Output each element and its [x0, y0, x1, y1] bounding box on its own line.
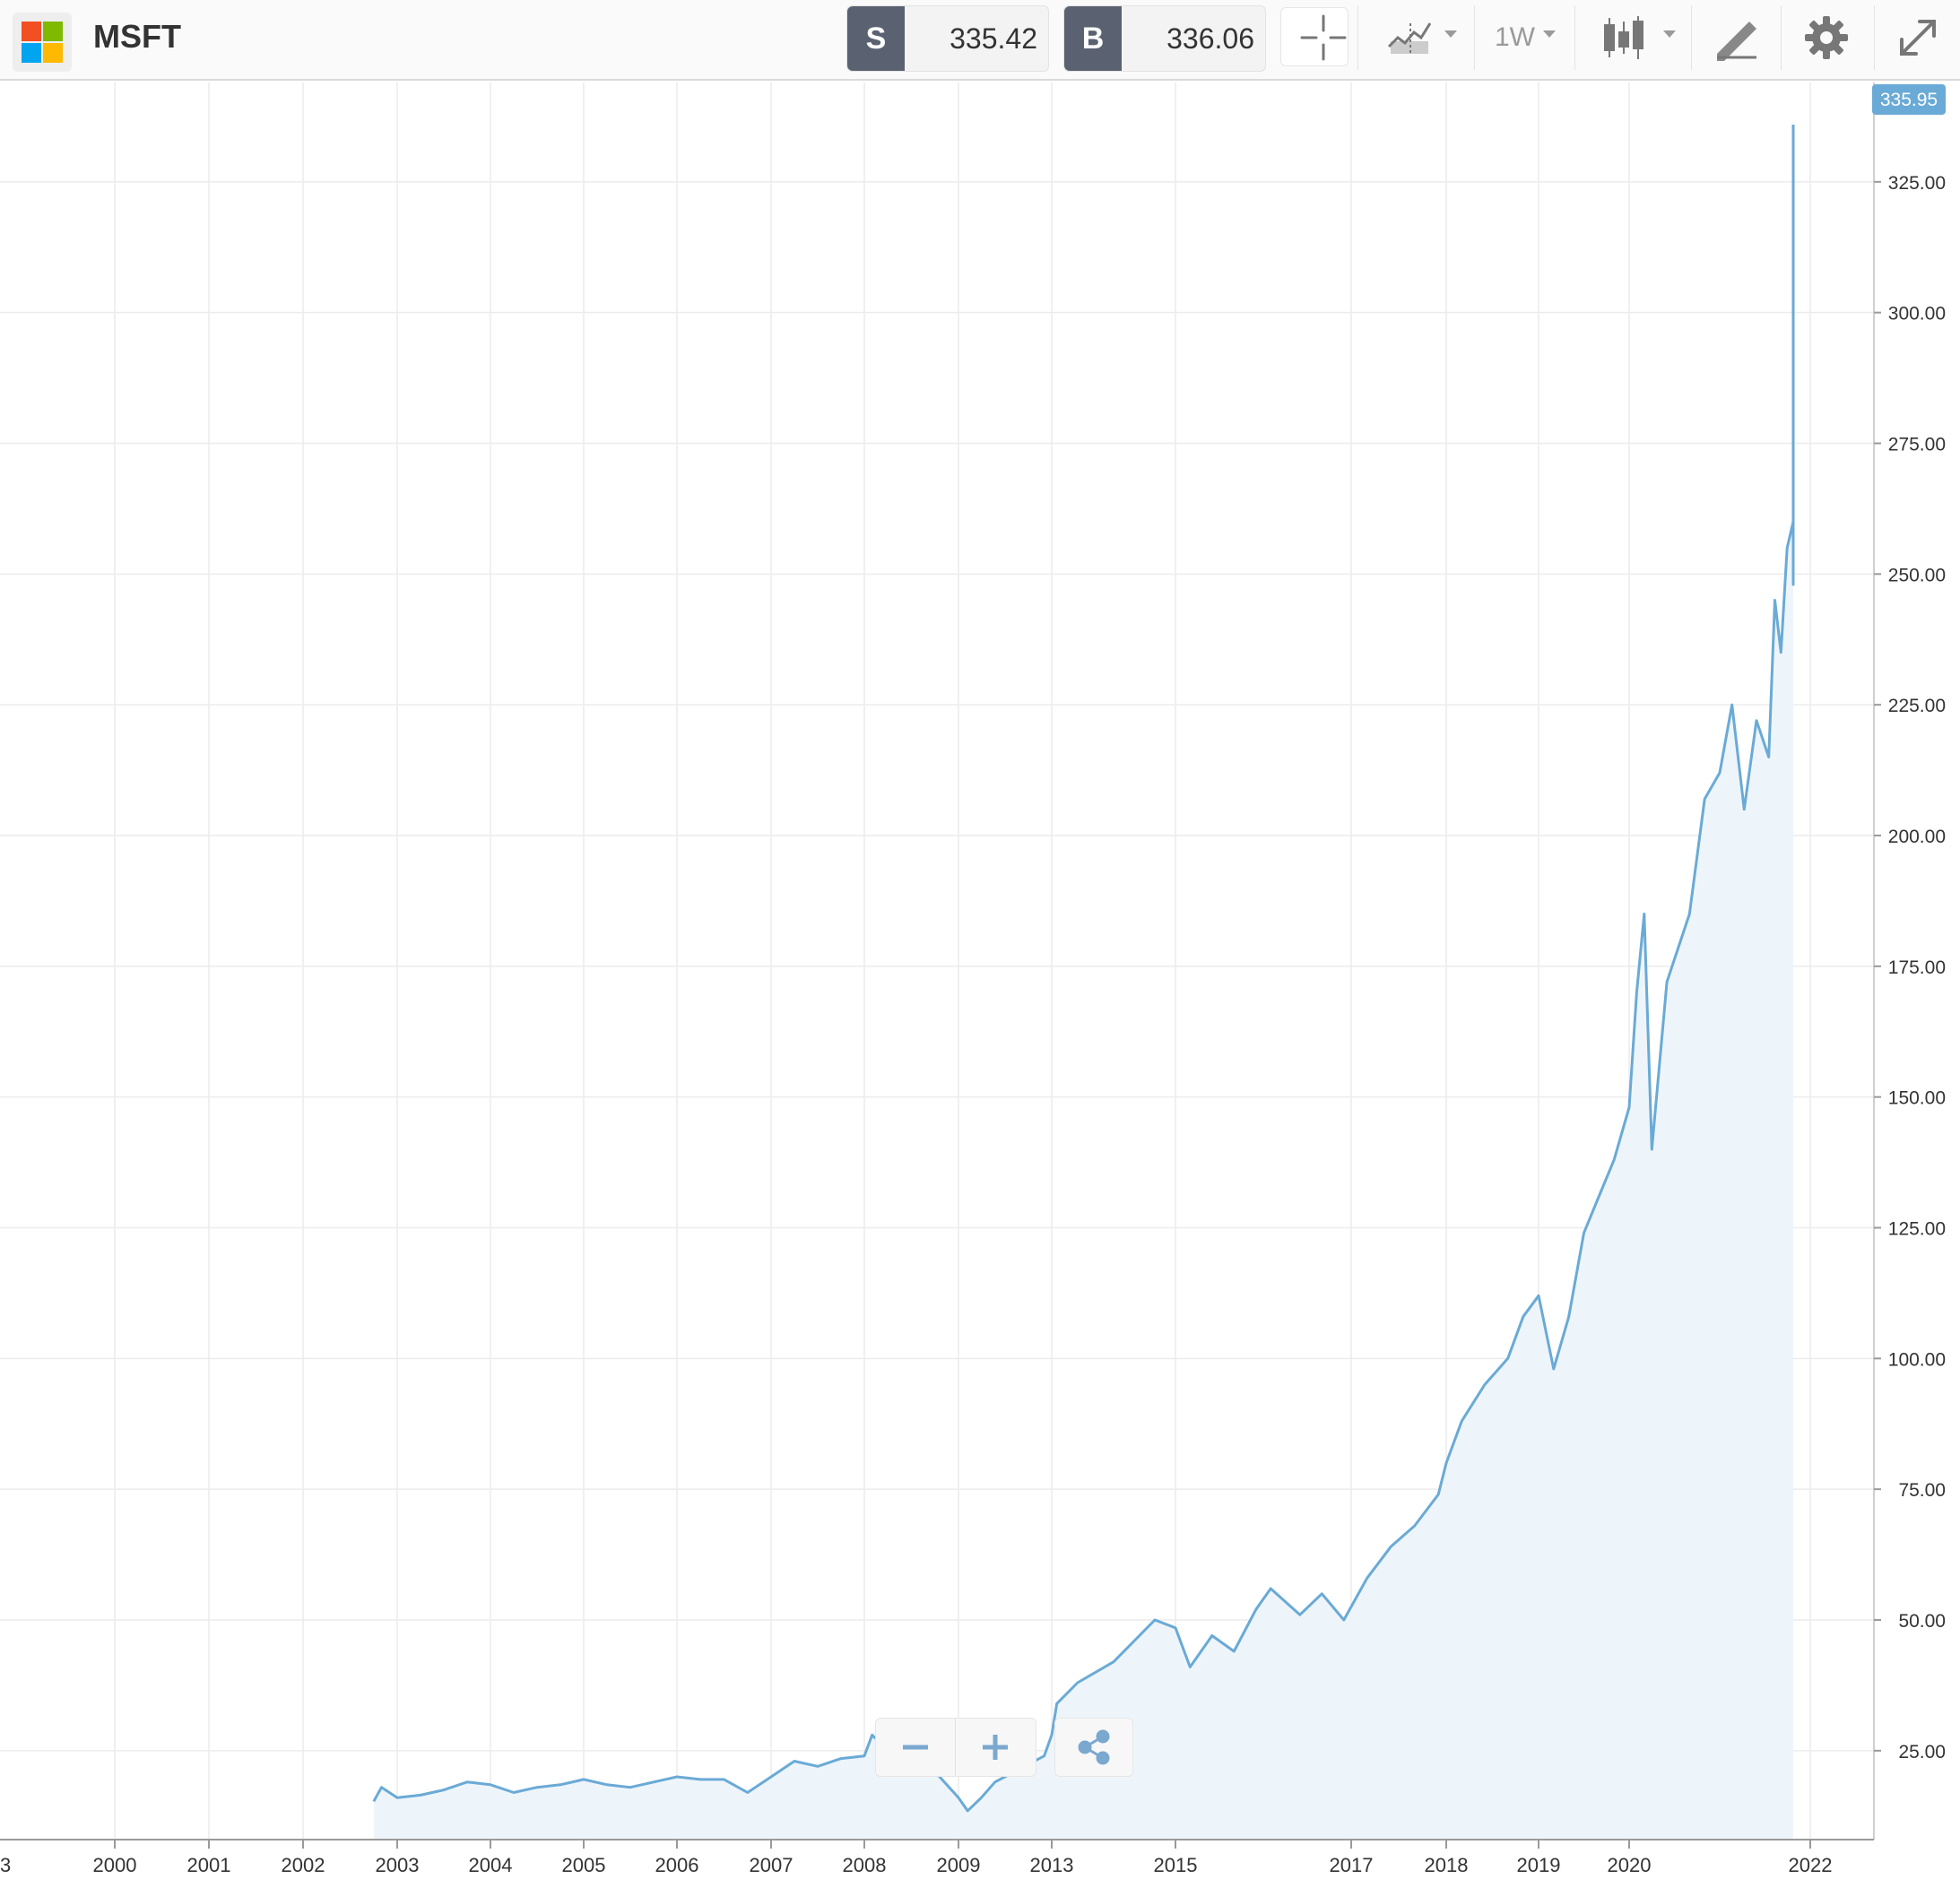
zoom-controls — [875, 1718, 1036, 1777]
x-tick-label: 3 — [0, 1854, 11, 1876]
x-tick-label: 2017 — [1330, 1854, 1374, 1876]
buy-button[interactable]: B 336.06 — [1063, 5, 1266, 72]
share-button[interactable] — [1054, 1718, 1133, 1777]
y-tick-label: 275.00 — [1888, 435, 1946, 455]
x-axis-tick-labels: 3 2000 2001 2002 2003 2004 2005 2006 2007 2008 200… — [0, 1840, 1832, 1876]
sell-button[interactable]: S 335.42 — [846, 5, 1049, 72]
x-tick-label: 2013 — [1030, 1854, 1074, 1876]
chevron-down-icon — [1663, 30, 1676, 38]
timeframe-label: 1W — [1495, 22, 1535, 52]
crosshair-icon — [1300, 14, 1347, 61]
zoom-in-button[interactable] — [956, 1719, 1035, 1776]
crosshair-button[interactable] — [1268, 5, 1357, 70]
x-tick-label: 2002 — [282, 1854, 325, 1876]
candle-type-button[interactable] — [1574, 5, 1692, 70]
y-tick-label: 325.00 — [1888, 173, 1946, 194]
buy-price: 336.06 — [1166, 22, 1254, 55]
current-price-label: 335.95 — [1880, 90, 1938, 110]
fullscreen-icon — [1900, 20, 1936, 56]
timeframe-dropdown[interactable]: 1W — [1474, 5, 1575, 70]
x-tick-label: 2005 — [562, 1854, 606, 1876]
fullscreen-button[interactable] — [1874, 5, 1960, 70]
x-tick-label: 2000 — [93, 1854, 137, 1876]
y-tick-label: 125.00 — [1888, 1219, 1946, 1240]
y-axis-tick-labels: 25.00 50.00 75.00 100.00 125.00 150.00 175.00 2… — [1874, 173, 1946, 1762]
price-line — [372, 125, 1795, 1813]
y-tick-label: 100.00 — [1888, 1349, 1946, 1370]
x-tick-label: 2004 — [469, 1854, 513, 1876]
x-tick-label: 2019 — [1517, 1854, 1561, 1876]
x-tick-label: 2020 — [1608, 1854, 1652, 1876]
settings-gear-icon — [1805, 16, 1848, 59]
y-tick-label: 200.00 — [1888, 827, 1946, 847]
y-tick-label: 150.00 — [1888, 1088, 1946, 1109]
settings-button[interactable] — [1781, 5, 1871, 70]
chart-toolbar: MSFT S 335.42 B 336.06 1W — [0, 0, 1960, 81]
share-icon — [1078, 1729, 1110, 1765]
x-tick-label: 2008 — [843, 1854, 887, 1876]
chart-type-line-icon — [1387, 22, 1432, 56]
x-tick-label: 2003 — [376, 1854, 420, 1876]
sell-tag: S — [847, 6, 905, 71]
instrument-symbol: MSFT — [93, 18, 181, 55]
chart-type-button[interactable] — [1357, 5, 1475, 70]
x-tick-label: 2015 — [1154, 1854, 1198, 1876]
x-tick-label: 2001 — [187, 1854, 231, 1876]
draw-tools-button[interactable] — [1691, 5, 1782, 70]
zoom-out-icon — [903, 1745, 928, 1750]
y-tick-label: 300.00 — [1888, 304, 1946, 325]
candlestick-icon — [1604, 16, 1643, 59]
chevron-down-icon — [1543, 30, 1556, 38]
microsoft-logo — [13, 13, 72, 72]
current-price-tag: 335.95 — [1872, 84, 1946, 115]
y-tick-label: 175.00 — [1888, 957, 1946, 978]
draw-tools-icon — [1717, 22, 1756, 61]
y-tick-label: 225.00 — [1888, 696, 1946, 716]
y-tick-label: 50.00 — [1898, 1611, 1946, 1632]
y-tick-label: 250.00 — [1888, 565, 1946, 585]
chevron-down-icon — [1444, 30, 1457, 38]
y-tick-label: 75.00 — [1898, 1480, 1946, 1501]
x-tick-label: 2022 — [1789, 1854, 1833, 1876]
y-tick-label: 25.00 — [1898, 1742, 1946, 1762]
zoom-in-icon — [983, 1735, 1008, 1760]
price-area-fill — [373, 125, 1793, 1840]
sell-price: 335.42 — [950, 22, 1037, 55]
buy-tag: B — [1064, 6, 1122, 71]
x-tick-label: 2007 — [750, 1854, 794, 1876]
x-tick-label: 2006 — [655, 1854, 699, 1876]
x-tick-label: 2018 — [1425, 1854, 1469, 1876]
x-tick-label: 2009 — [937, 1854, 981, 1876]
zoom-out-button[interactable] — [876, 1719, 956, 1776]
